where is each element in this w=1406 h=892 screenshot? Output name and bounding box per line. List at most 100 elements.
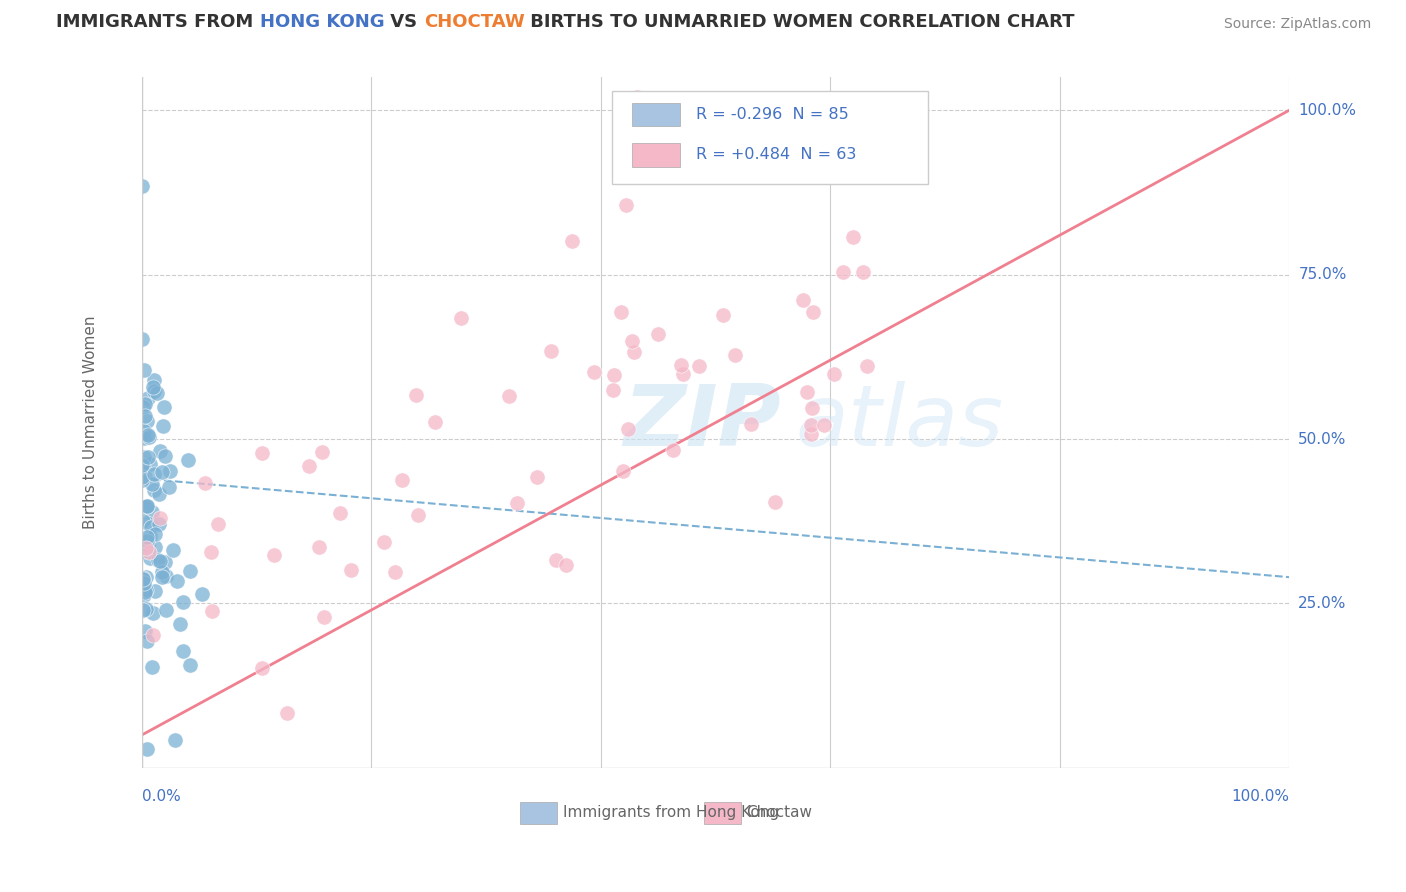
- Point: [423, 415, 446, 429]
- Point: [617, 422, 640, 436]
- Point: [179, 658, 201, 673]
- Point: [134, 431, 156, 445]
- Point: [583, 364, 606, 378]
- Point: [263, 548, 285, 562]
- Point: [138, 430, 160, 444]
- Point: [612, 465, 634, 479]
- Point: [132, 543, 155, 558]
- Point: [136, 450, 159, 464]
- Point: [276, 706, 298, 720]
- Point: [131, 332, 153, 346]
- Point: [132, 450, 155, 464]
- Point: [136, 534, 159, 549]
- Point: [329, 506, 352, 520]
- Point: [621, 334, 644, 349]
- Point: [406, 508, 429, 523]
- Point: [139, 457, 162, 471]
- Point: [135, 570, 157, 584]
- Point: [498, 389, 520, 403]
- Point: [252, 660, 274, 674]
- Point: [134, 624, 156, 638]
- Point: [373, 534, 395, 549]
- Point: [136, 392, 159, 406]
- Text: CHOCTAW: CHOCTAW: [423, 13, 524, 31]
- Point: [672, 368, 695, 382]
- Point: [159, 464, 181, 478]
- Point: [526, 470, 548, 484]
- Point: [647, 327, 669, 342]
- Point: [132, 575, 155, 590]
- Point: [148, 487, 170, 501]
- Point: [138, 545, 160, 559]
- Point: [143, 540, 166, 554]
- Point: [505, 495, 527, 509]
- Point: [713, 308, 735, 322]
- FancyBboxPatch shape: [631, 103, 681, 127]
- Point: [143, 373, 166, 387]
- Point: [143, 483, 166, 498]
- Point: [614, 197, 637, 211]
- Point: [153, 556, 176, 570]
- Text: atlas: atlas: [796, 381, 1004, 464]
- Point: [561, 234, 583, 248]
- Point: [207, 516, 229, 531]
- Point: [609, 305, 631, 319]
- Point: [800, 427, 823, 442]
- Point: [540, 344, 562, 359]
- Point: [149, 554, 172, 568]
- Point: [172, 644, 194, 658]
- Point: [141, 477, 163, 491]
- Point: [723, 348, 745, 362]
- Point: [131, 474, 153, 488]
- Point: [142, 380, 165, 394]
- Point: [131, 178, 153, 193]
- Point: [135, 582, 157, 597]
- Point: [162, 542, 184, 557]
- Point: [131, 458, 153, 473]
- Text: R = -0.296  N = 85: R = -0.296 N = 85: [696, 106, 849, 121]
- Point: [135, 414, 157, 428]
- Point: [136, 499, 159, 513]
- Point: [801, 305, 824, 319]
- Point: [134, 470, 156, 484]
- Point: [132, 603, 155, 617]
- Point: [134, 397, 156, 411]
- Point: [150, 465, 173, 479]
- Point: [623, 344, 645, 359]
- Point: [143, 467, 166, 481]
- Point: [146, 385, 169, 400]
- Point: [139, 529, 162, 543]
- Point: [602, 383, 624, 397]
- Point: [172, 594, 194, 608]
- Text: 0.0%: 0.0%: [142, 789, 180, 804]
- Point: [141, 505, 163, 519]
- Point: [800, 401, 823, 415]
- Text: IMMIGRANTS FROM: IMMIGRANTS FROM: [56, 13, 260, 31]
- Point: [450, 311, 472, 326]
- Point: [856, 359, 879, 373]
- Point: [146, 553, 169, 567]
- Point: [141, 660, 163, 674]
- Point: [135, 634, 157, 648]
- Point: [153, 449, 176, 463]
- Point: [177, 453, 200, 467]
- FancyBboxPatch shape: [704, 802, 741, 824]
- Point: [142, 607, 165, 621]
- Point: [131, 469, 153, 483]
- Text: 25.0%: 25.0%: [1298, 596, 1347, 611]
- Point: [135, 541, 157, 556]
- Point: [143, 584, 166, 599]
- Point: [135, 741, 157, 756]
- Point: [163, 733, 186, 747]
- Point: [134, 588, 156, 602]
- Point: [155, 603, 177, 617]
- Point: [135, 602, 157, 616]
- Point: [136, 428, 159, 442]
- Text: 50.0%: 50.0%: [1298, 432, 1347, 447]
- Point: [194, 476, 217, 491]
- Point: [688, 359, 710, 374]
- Point: [134, 533, 156, 547]
- Point: [141, 520, 163, 534]
- Point: [852, 265, 875, 279]
- Point: [136, 500, 159, 514]
